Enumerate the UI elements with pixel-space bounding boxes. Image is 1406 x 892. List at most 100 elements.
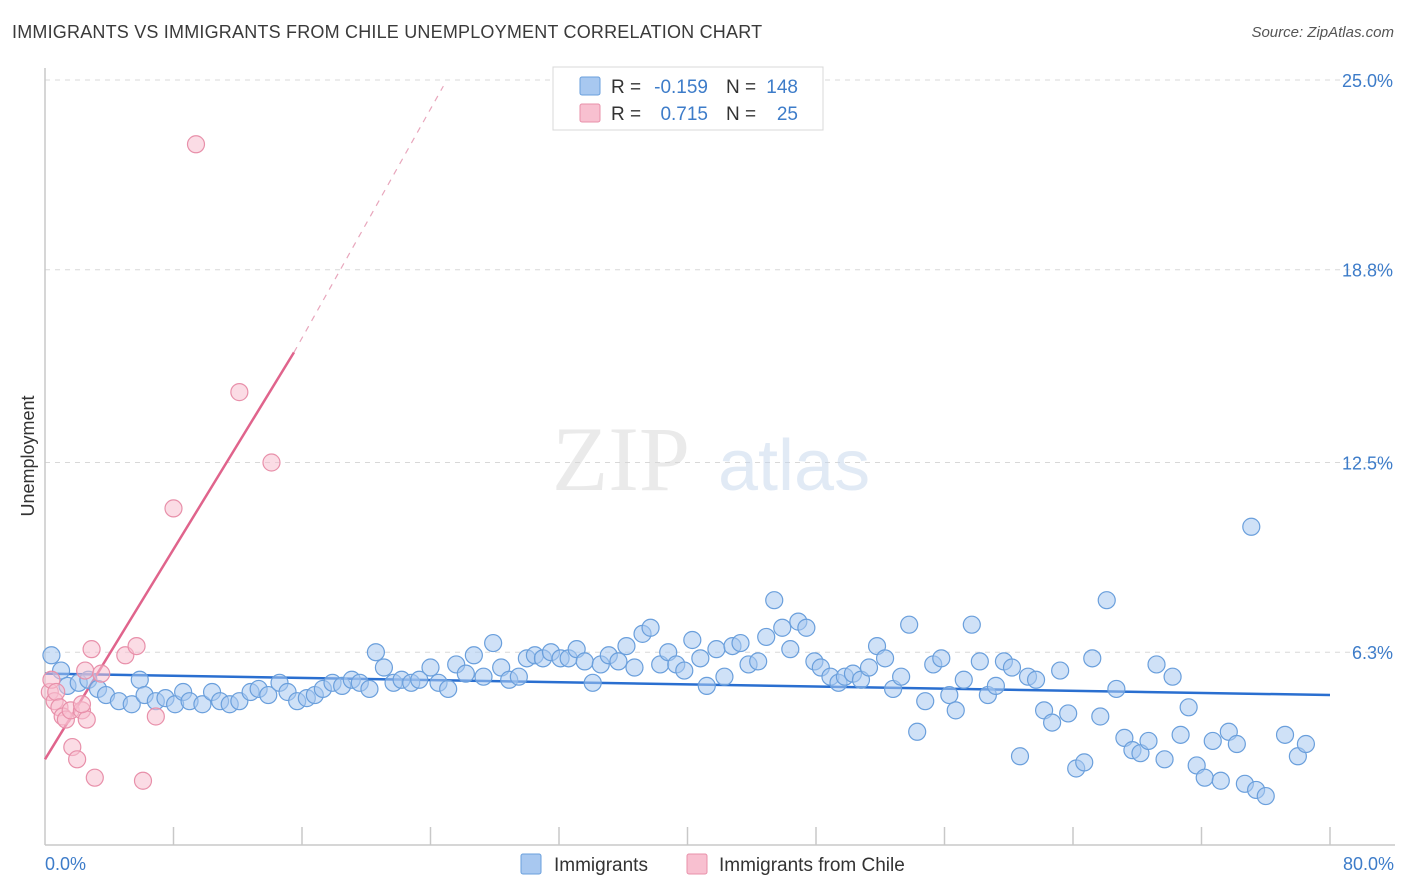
y-tick-label-2: 18.8% [1342, 261, 1393, 281]
immigrants-point-9 [130, 670, 149, 689]
immigrants-point-78 [731, 633, 750, 653]
immigrants-point-96 [875, 649, 895, 668]
bottom-legend-swatch-chile [686, 853, 708, 875]
immigrants-point-86 [797, 618, 816, 637]
bottom-legend-label-immigrants: Immigrants [554, 855, 648, 876]
immigrants-point-83 [773, 618, 792, 637]
legend-n-value-2: 25 [777, 104, 798, 125]
immigrants-point-73 [691, 649, 710, 668]
y-tick-label-1: 12.5% [1342, 454, 1393, 474]
immigrants-point-64 [617, 636, 636, 656]
watermark: ZIP atlas [552, 408, 870, 510]
immigrants-point-67 [641, 618, 660, 637]
immigrants-point-110 [986, 676, 1006, 695]
y-tick-labels: 6.3% 12.5% 18.8% 25.0% [1342, 71, 1393, 663]
immigrants-point-133 [1171, 725, 1190, 744]
immigrants-point-59 [575, 652, 594, 671]
immigrants-point-123 [1091, 707, 1110, 726]
immigrants-point-35 [366, 643, 385, 662]
immigrants-point-122 [1083, 649, 1102, 668]
immigrants-point-130 [1147, 655, 1166, 674]
immigrants-point-48 [484, 633, 503, 653]
chart-title: IMMIGRANTS VS IMMIGRANTS FROM CHILE UNEM… [12, 22, 763, 42]
immigrants-point-103 [932, 649, 951, 668]
legend-r-label-2: R = [611, 104, 641, 125]
trend-line-chile-extension [293, 85, 444, 353]
legend-r-value-2: 0.715 [660, 104, 708, 125]
immigrants-point-82 [765, 591, 784, 610]
immigrants-point-45 [456, 664, 475, 683]
chile-point-12 [77, 710, 96, 729]
chile-point-23 [262, 453, 281, 472]
immigrants-point-98 [892, 667, 911, 686]
chile-point-11 [76, 661, 95, 680]
immigrants-point-99 [900, 615, 919, 634]
immigrants-point-136 [1195, 768, 1214, 787]
immigrants-point-51 [509, 667, 528, 686]
immigrants-point-75 [707, 640, 726, 659]
bottom-legend-swatch-immigrants [520, 853, 542, 875]
immigrants-point-63 [609, 652, 628, 671]
immigrants-point-118 [1051, 661, 1070, 680]
immigrants-point-108 [970, 652, 989, 671]
immigrants-point-131 [1155, 750, 1174, 769]
chile-point-13 [82, 640, 101, 659]
immigrants-point-107 [962, 615, 981, 634]
immigrants-point-84 [781, 640, 800, 659]
x-minor-ticks [172, 827, 1331, 845]
correlation-legend: R = -0.159 N = 148 R = 0.715 N = 25 [552, 66, 824, 131]
immigrants-point-101 [916, 692, 935, 711]
chile-point-22 [230, 383, 249, 402]
chile-point-3 [47, 682, 66, 702]
immigrants-point-112 [1002, 658, 1022, 677]
immigrants-point-115 [1026, 670, 1046, 689]
watermark-zip: ZIP [552, 408, 690, 510]
immigrants-point-119 [1059, 704, 1078, 723]
bottom-legend-label-chile: Immigrants from Chile [719, 855, 905, 876]
legend-r-label-1: R = [611, 77, 641, 98]
watermark-atlas: atlas [718, 426, 870, 506]
immigrants-point-104 [940, 685, 959, 705]
chile-point-24 [72, 695, 92, 714]
immigrants-point-106 [954, 670, 973, 689]
immigrants-point-81 [757, 627, 776, 647]
chile-point-9 [68, 750, 87, 769]
immigrants-point-132 [1163, 667, 1182, 686]
immigrants-point-72 [683, 630, 702, 650]
chile-point-18 [133, 771, 153, 790]
immigrants-point-46 [464, 646, 483, 665]
immigrants-point-140 [1227, 734, 1246, 754]
immigrants-point-138 [1211, 771, 1230, 790]
immigrants-point-137 [1203, 731, 1222, 751]
immigrants-point-129 [1139, 731, 1158, 751]
grid-lines [45, 79, 1395, 653]
immigrants-point-65 [625, 658, 644, 677]
series-legend: Immigrants Immigrants from Chile [520, 853, 905, 876]
trend-line-chile [43, 351, 296, 760]
legend-r-value-1: -0.159 [654, 77, 708, 98]
y-tick-label-0: 6.3% [1352, 643, 1393, 663]
immigrants-point-117 [1043, 713, 1062, 732]
immigrants-point-124 [1097, 591, 1116, 610]
immigrants-point-80 [749, 652, 768, 671]
immigrants-point-144 [1256, 786, 1275, 806]
chile-point-14 [85, 768, 104, 787]
immigrants-point-71 [675, 661, 694, 680]
legend-n-label-2: N = [726, 104, 756, 125]
x-tick-labels: 0.0% 80.0% [45, 854, 1394, 874]
immigrants-point-41 [421, 658, 440, 677]
legend-n-label-1: N = [726, 77, 756, 98]
immigrants-point-145 [1275, 725, 1295, 744]
immigrants-point-34 [360, 679, 379, 699]
x-tick-label-max: 80.0% [1343, 854, 1394, 874]
immigrants-point-76 [715, 667, 734, 686]
chile-point-20 [164, 499, 183, 518]
chile-point-21 [186, 135, 206, 154]
immigrants-point-36 [374, 658, 394, 677]
immigrants-point-0 [42, 646, 61, 665]
chile-point-19 [146, 707, 165, 726]
immigrants-point-113 [1010, 747, 1030, 766]
series-immigrants [42, 517, 1316, 806]
chile-point-15 [92, 664, 111, 683]
